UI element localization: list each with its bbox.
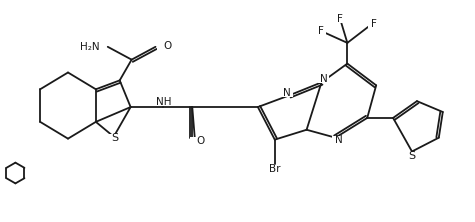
Bar [269, 165, 281, 173]
Text: S: S [111, 133, 118, 143]
Bar [368, 20, 380, 28]
Text: S: S [408, 151, 416, 161]
Text: N: N [334, 135, 342, 145]
Text: F: F [371, 19, 377, 29]
Text: H₂N: H₂N [80, 42, 100, 52]
Bar [314, 27, 326, 35]
Bar [334, 15, 346, 23]
Text: Br: Br [269, 164, 281, 174]
Text: F: F [337, 14, 343, 24]
Bar [281, 89, 293, 97]
Text: N: N [283, 88, 291, 98]
Bar [332, 136, 344, 144]
Text: F: F [318, 26, 323, 36]
Bar [406, 153, 418, 160]
Text: N: N [320, 74, 327, 84]
Bar [158, 98, 170, 106]
Bar [158, 42, 170, 50]
Bar [109, 134, 121, 142]
Bar [190, 137, 202, 145]
Bar [94, 43, 106, 51]
Text: NH: NH [156, 97, 171, 107]
Text: O: O [163, 41, 171, 51]
Bar [317, 75, 330, 83]
Text: O: O [196, 136, 205, 146]
